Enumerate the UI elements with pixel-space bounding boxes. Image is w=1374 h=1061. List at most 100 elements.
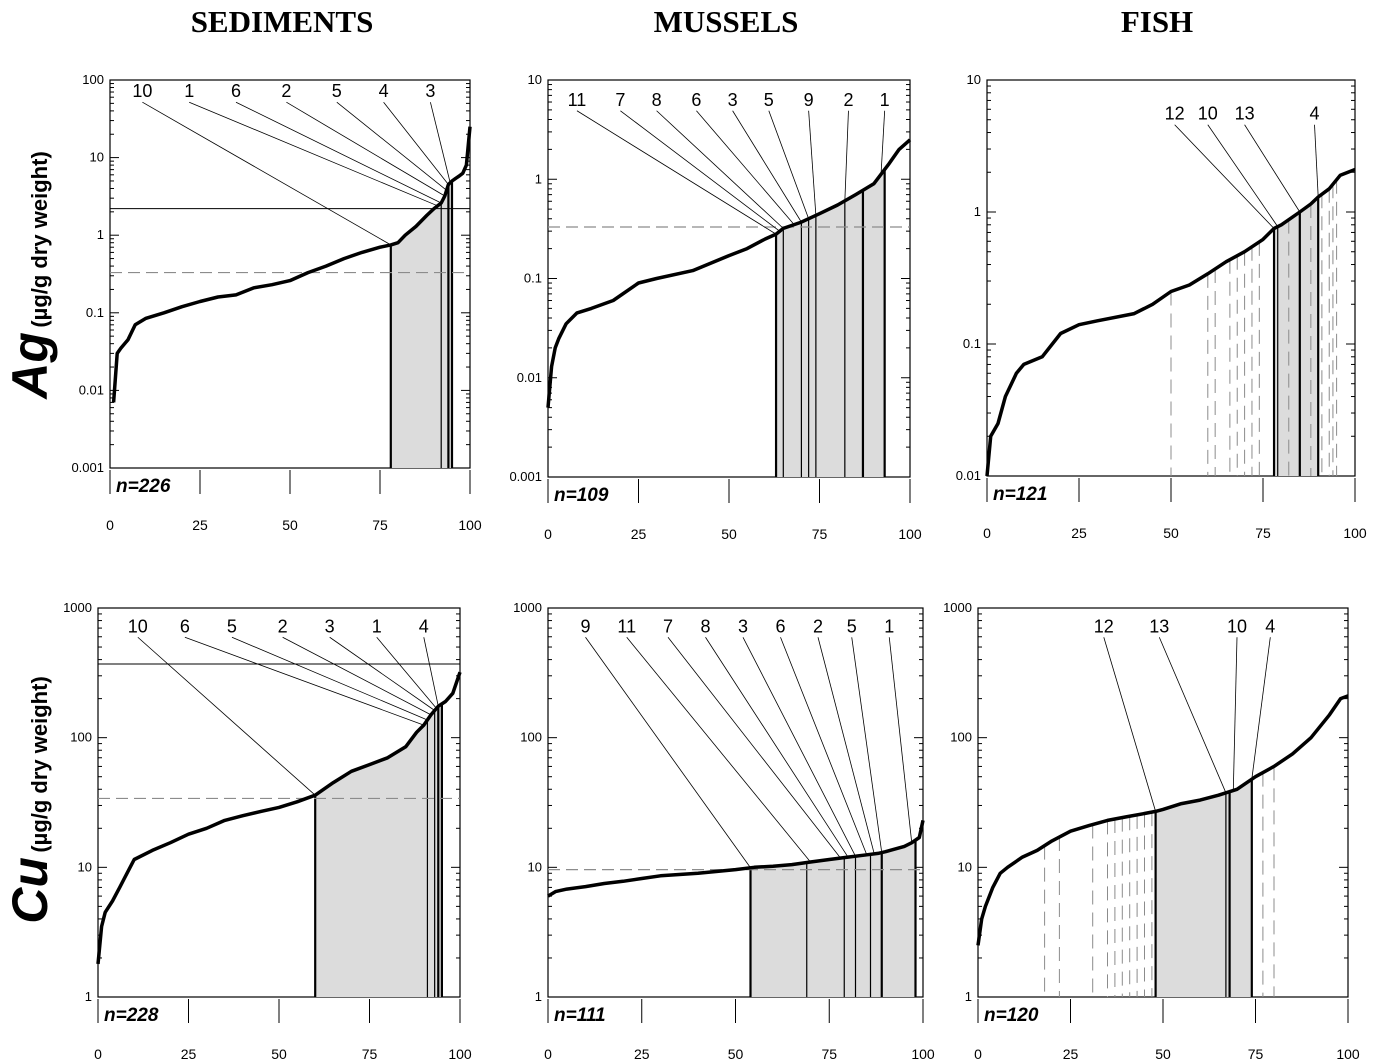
station-leader-line xyxy=(1207,124,1279,227)
y-tick-label: 1 xyxy=(85,989,92,1004)
sample-size-label: n=111 xyxy=(554,1005,606,1026)
station-label: 11 xyxy=(617,616,636,636)
station-leader-line xyxy=(184,636,424,726)
station-leader-line xyxy=(336,101,447,191)
station-leader-line xyxy=(576,110,777,235)
station-leader-line xyxy=(376,637,437,709)
station-label: 3 xyxy=(738,616,748,636)
x-tick-label: 25 xyxy=(634,1046,650,1061)
station-leader-line xyxy=(667,637,841,859)
y-tick-label: 1 xyxy=(97,227,104,242)
y-tick-label: 0.001 xyxy=(509,469,542,484)
station-leader-line xyxy=(1232,637,1238,791)
station-label: 12 xyxy=(1094,616,1114,636)
station-label: 9 xyxy=(580,616,590,636)
x-tick-label: 50 xyxy=(721,526,737,542)
station-label: 4 xyxy=(1310,104,1320,124)
plot-frame xyxy=(97,607,461,998)
x-tick-label: 100 xyxy=(1336,1046,1360,1061)
y-tick-label: 0.1 xyxy=(86,305,104,320)
column-title-sediments: SEDIMENTS xyxy=(190,4,374,39)
column-title-mussels: MUSSELS xyxy=(653,4,799,39)
x-tick-label: 0 xyxy=(974,1046,982,1061)
station-leader-line xyxy=(732,110,802,223)
x-tick-label: 100 xyxy=(448,1046,472,1061)
x-tick-label: 50 xyxy=(728,1046,744,1061)
x-tick-label: 50 xyxy=(1163,525,1179,541)
station-leader-line xyxy=(656,110,784,229)
y-tick-label: 0.1 xyxy=(524,271,542,286)
station-label: 3 xyxy=(728,90,738,110)
station-leader-line xyxy=(1314,124,1319,197)
station-label: 6 xyxy=(691,90,701,110)
y-tick-label: 100 xyxy=(82,72,104,87)
x-tick-label: 100 xyxy=(898,526,922,542)
station-leader-line xyxy=(235,101,442,204)
sample-size-label: n=109 xyxy=(554,485,609,506)
station-label: 6 xyxy=(775,616,785,636)
station-label: 1 xyxy=(880,90,890,110)
x-tick-label: 75 xyxy=(812,526,828,542)
column-title-fish: FISH xyxy=(1120,4,1194,39)
x-tick-label: 0 xyxy=(106,517,114,533)
station-label: 3 xyxy=(425,81,435,101)
station-label: 6 xyxy=(231,81,241,101)
x-tick-label: 50 xyxy=(1155,1046,1171,1061)
station-label: 5 xyxy=(847,616,857,636)
x-tick-label: 25 xyxy=(181,1046,197,1061)
station-leader-line xyxy=(1244,124,1301,213)
station-label: 12 xyxy=(1165,104,1185,124)
station-leader-line xyxy=(705,637,849,858)
x-tick-label: 75 xyxy=(1255,525,1271,541)
station-leader-line xyxy=(844,110,849,201)
station-leader-line xyxy=(189,101,438,207)
station-label: 6 xyxy=(180,616,190,636)
x-tick-label: 50 xyxy=(282,517,298,533)
shaded-region xyxy=(750,840,916,997)
y-tick-label: 10 xyxy=(967,72,981,87)
station-label: 1 xyxy=(884,616,894,636)
cumulative-curve xyxy=(96,671,462,965)
station-label: 11 xyxy=(568,90,587,110)
y-tick-label: 100 xyxy=(70,730,92,745)
shaded-region xyxy=(1274,197,1319,476)
x-tick-label: 25 xyxy=(1063,1046,1079,1061)
station-leader-line xyxy=(742,637,856,857)
plot-frame xyxy=(547,607,924,998)
cumulative-curve xyxy=(547,820,925,898)
station-label: 1 xyxy=(372,616,382,636)
station-label: 8 xyxy=(652,90,662,110)
shaded-region xyxy=(776,169,885,477)
station-leader-line xyxy=(768,110,810,219)
x-tick-label: 0 xyxy=(544,1046,552,1061)
station-leader-line xyxy=(1251,637,1271,780)
station-label: 2 xyxy=(813,616,823,636)
station-label: 10 xyxy=(128,616,148,636)
x-tick-label: 100 xyxy=(458,517,482,533)
y-tick-label: 1 xyxy=(535,171,542,186)
station-label: 13 xyxy=(1235,104,1255,124)
sample-size-label: n=226 xyxy=(116,476,171,497)
chart-cu-fish: 1 10 100 1000 0 25 50 75 100 n=120 12 13 10 4 xyxy=(943,600,1360,1061)
sample-size-label: n=121 xyxy=(993,484,1047,505)
station-leader-line xyxy=(430,102,451,183)
station-leader-line xyxy=(696,110,795,225)
shaded-region xyxy=(390,181,452,468)
x-tick-label: 100 xyxy=(911,1046,935,1061)
chart-cu-sediments: 1 10 100 1000 0 25 50 75 100 n=228 10 6 5 2 3 1 4 xyxy=(63,600,472,1061)
station-leader-line xyxy=(282,636,432,716)
station-label: 4 xyxy=(1265,616,1275,636)
station-leader-line xyxy=(888,637,913,843)
station-leader-line xyxy=(1158,637,1227,793)
station-leader-line xyxy=(620,110,780,232)
station-leader-line xyxy=(286,101,446,197)
station-leader-line xyxy=(423,637,439,707)
station-leader-line xyxy=(231,636,428,721)
y-tick-label: 0.01 xyxy=(956,468,981,483)
station-label: 5 xyxy=(332,81,342,101)
station-label: 2 xyxy=(281,81,291,101)
x-tick-label: 25 xyxy=(1071,525,1087,541)
